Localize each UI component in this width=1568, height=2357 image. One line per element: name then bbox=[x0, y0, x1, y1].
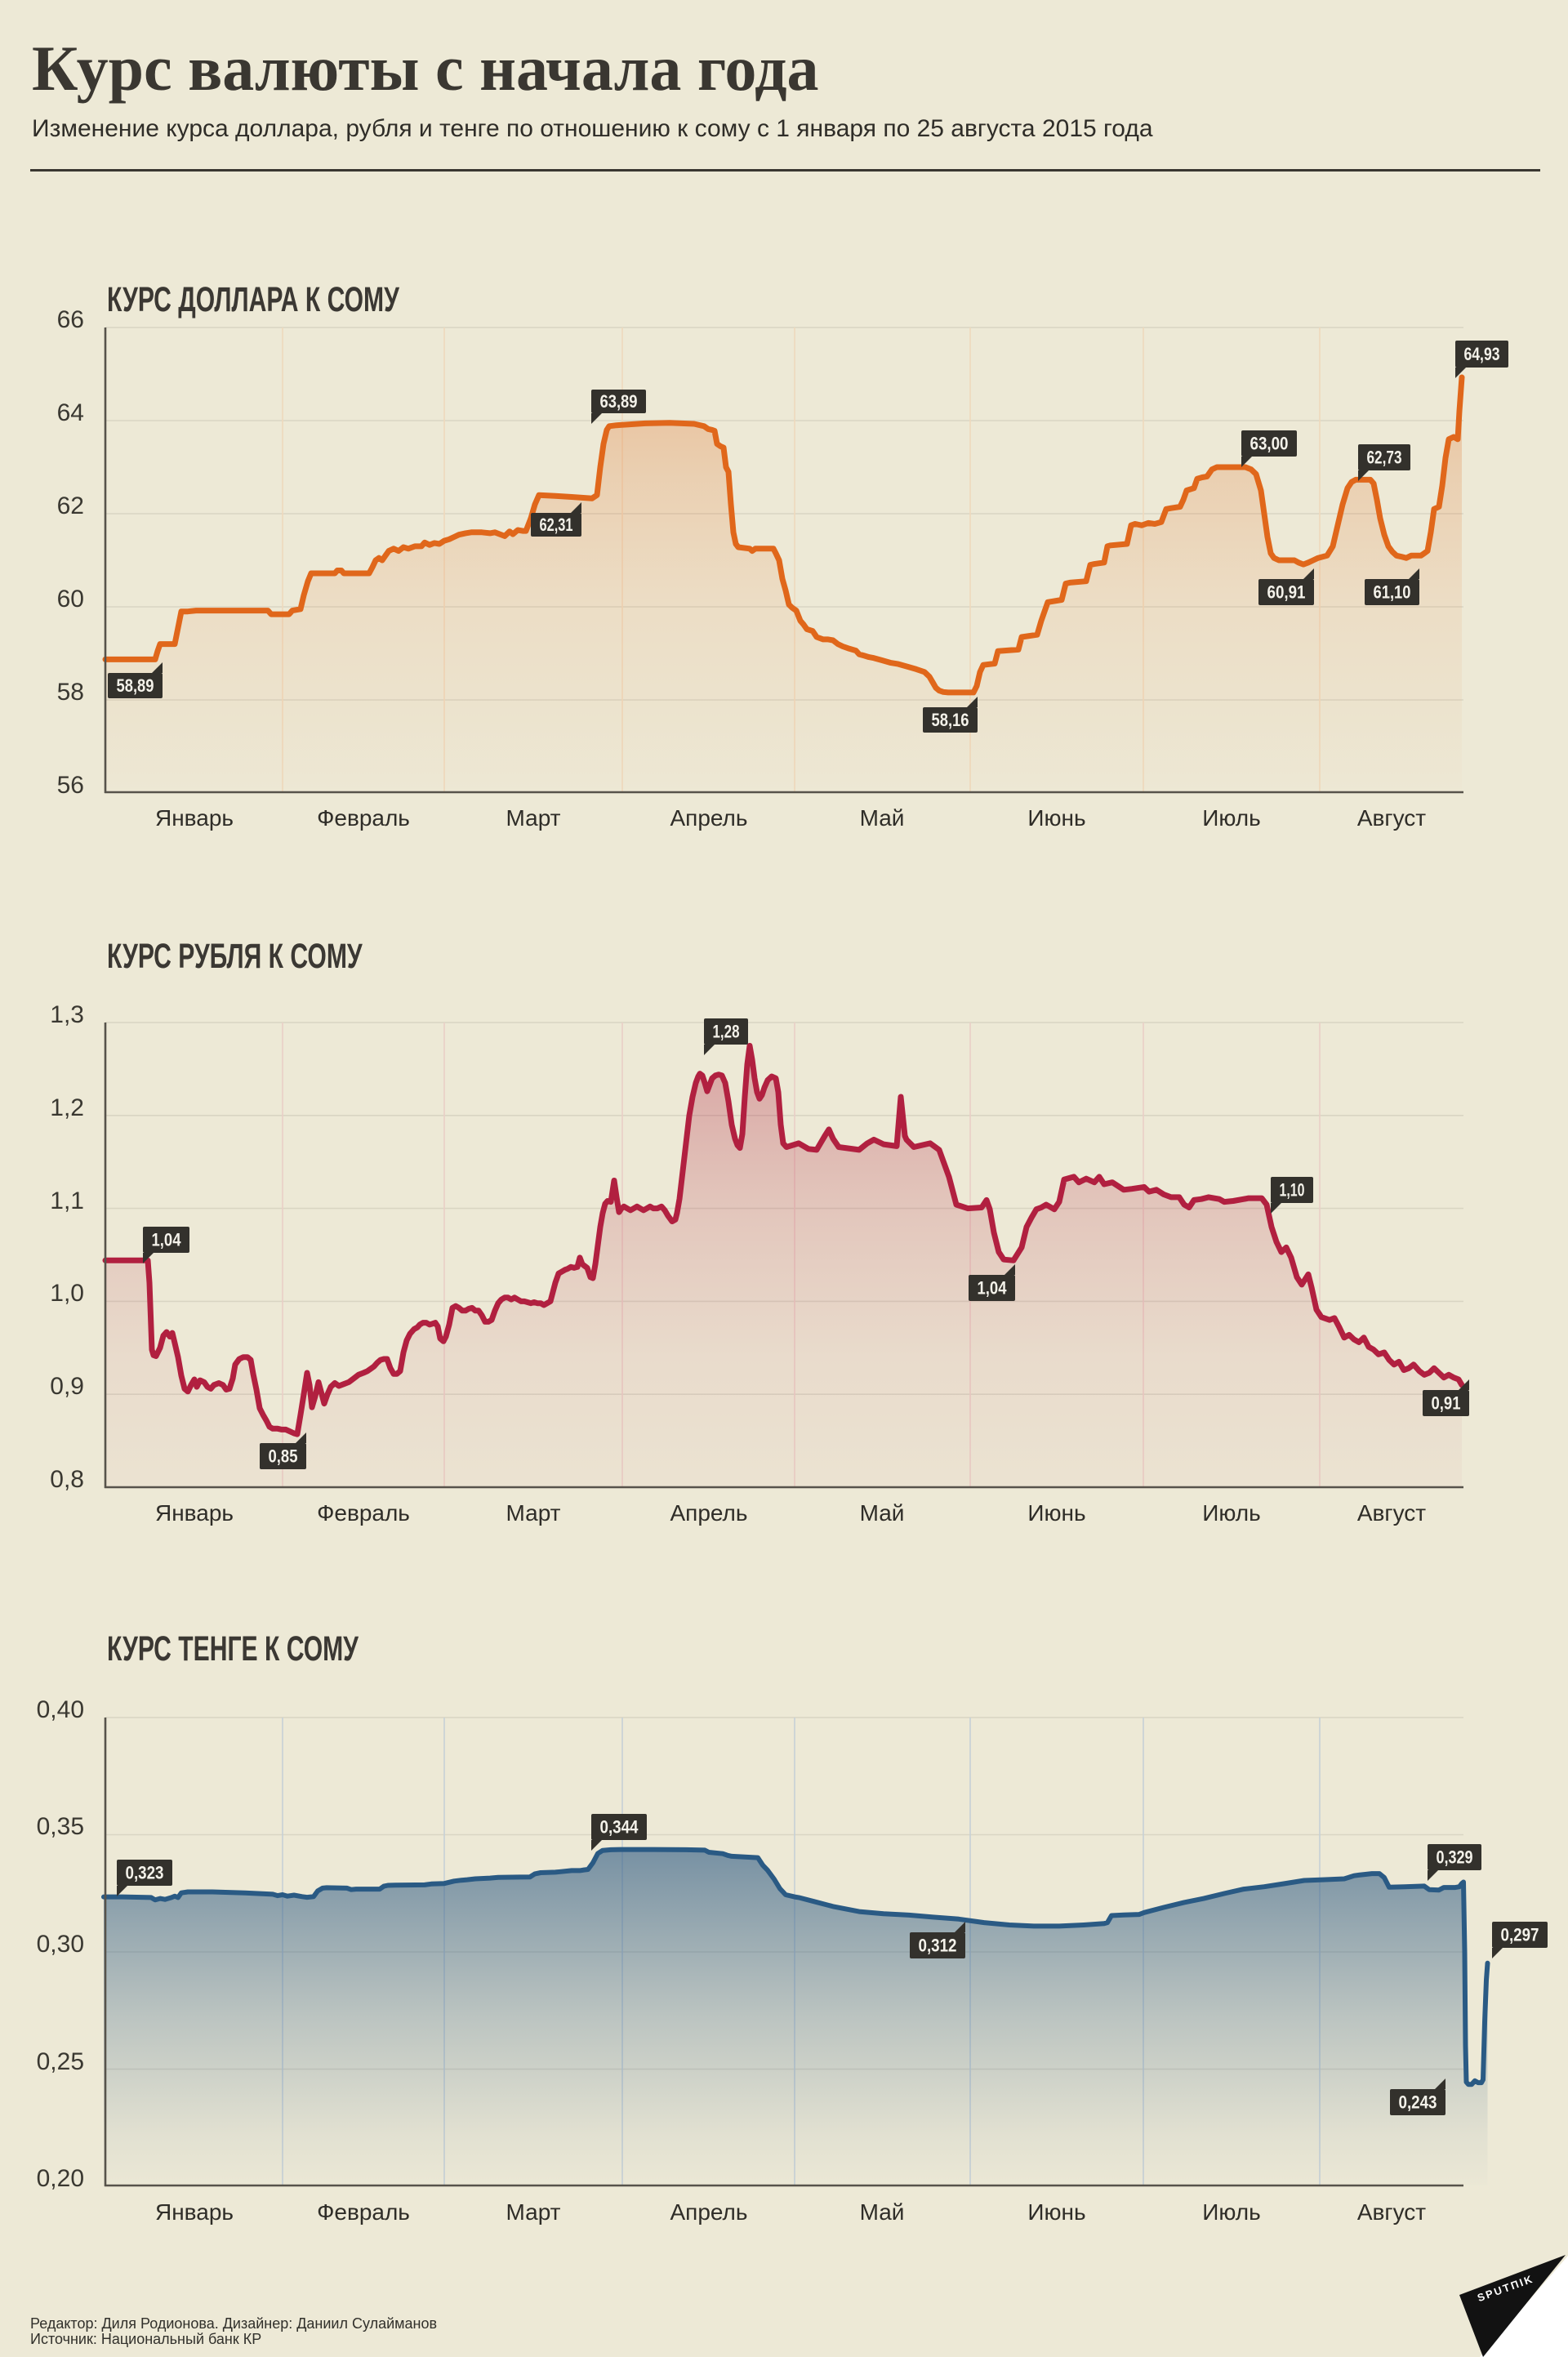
svg-text:1,10: 1,10 bbox=[1280, 1180, 1305, 1201]
svg-text:62,31: 62,31 bbox=[540, 515, 573, 535]
svg-text:0,344: 0,344 bbox=[600, 1817, 639, 1838]
svg-text:63,00: 63,00 bbox=[1250, 434, 1289, 454]
svg-text:0,323: 0,323 bbox=[126, 1863, 164, 1883]
svg-text:60,91: 60,91 bbox=[1267, 582, 1306, 603]
svg-text:63,89: 63,89 bbox=[600, 391, 638, 412]
svg-text:1,28: 1,28 bbox=[713, 1022, 740, 1042]
svg-text:64,93: 64,93 bbox=[1464, 344, 1500, 364]
svg-text:58,89: 58,89 bbox=[117, 675, 154, 696]
svg-text:0,329: 0,329 bbox=[1437, 1847, 1473, 1868]
svg-text:58,16: 58,16 bbox=[932, 710, 969, 730]
svg-text:1,04: 1,04 bbox=[152, 1230, 182, 1250]
svg-text:0,91: 0,91 bbox=[1432, 1393, 1461, 1414]
svg-text:0,243: 0,243 bbox=[1399, 2092, 1437, 2113]
svg-text:0,312: 0,312 bbox=[919, 1936, 957, 1956]
svg-text:62,73: 62,73 bbox=[1367, 448, 1402, 468]
svg-text:61,10: 61,10 bbox=[1374, 582, 1411, 603]
svg-text:1,04: 1,04 bbox=[978, 1278, 1008, 1299]
svg-text:0,297: 0,297 bbox=[1501, 1925, 1539, 1945]
svg-text:0,85: 0,85 bbox=[269, 1446, 298, 1467]
